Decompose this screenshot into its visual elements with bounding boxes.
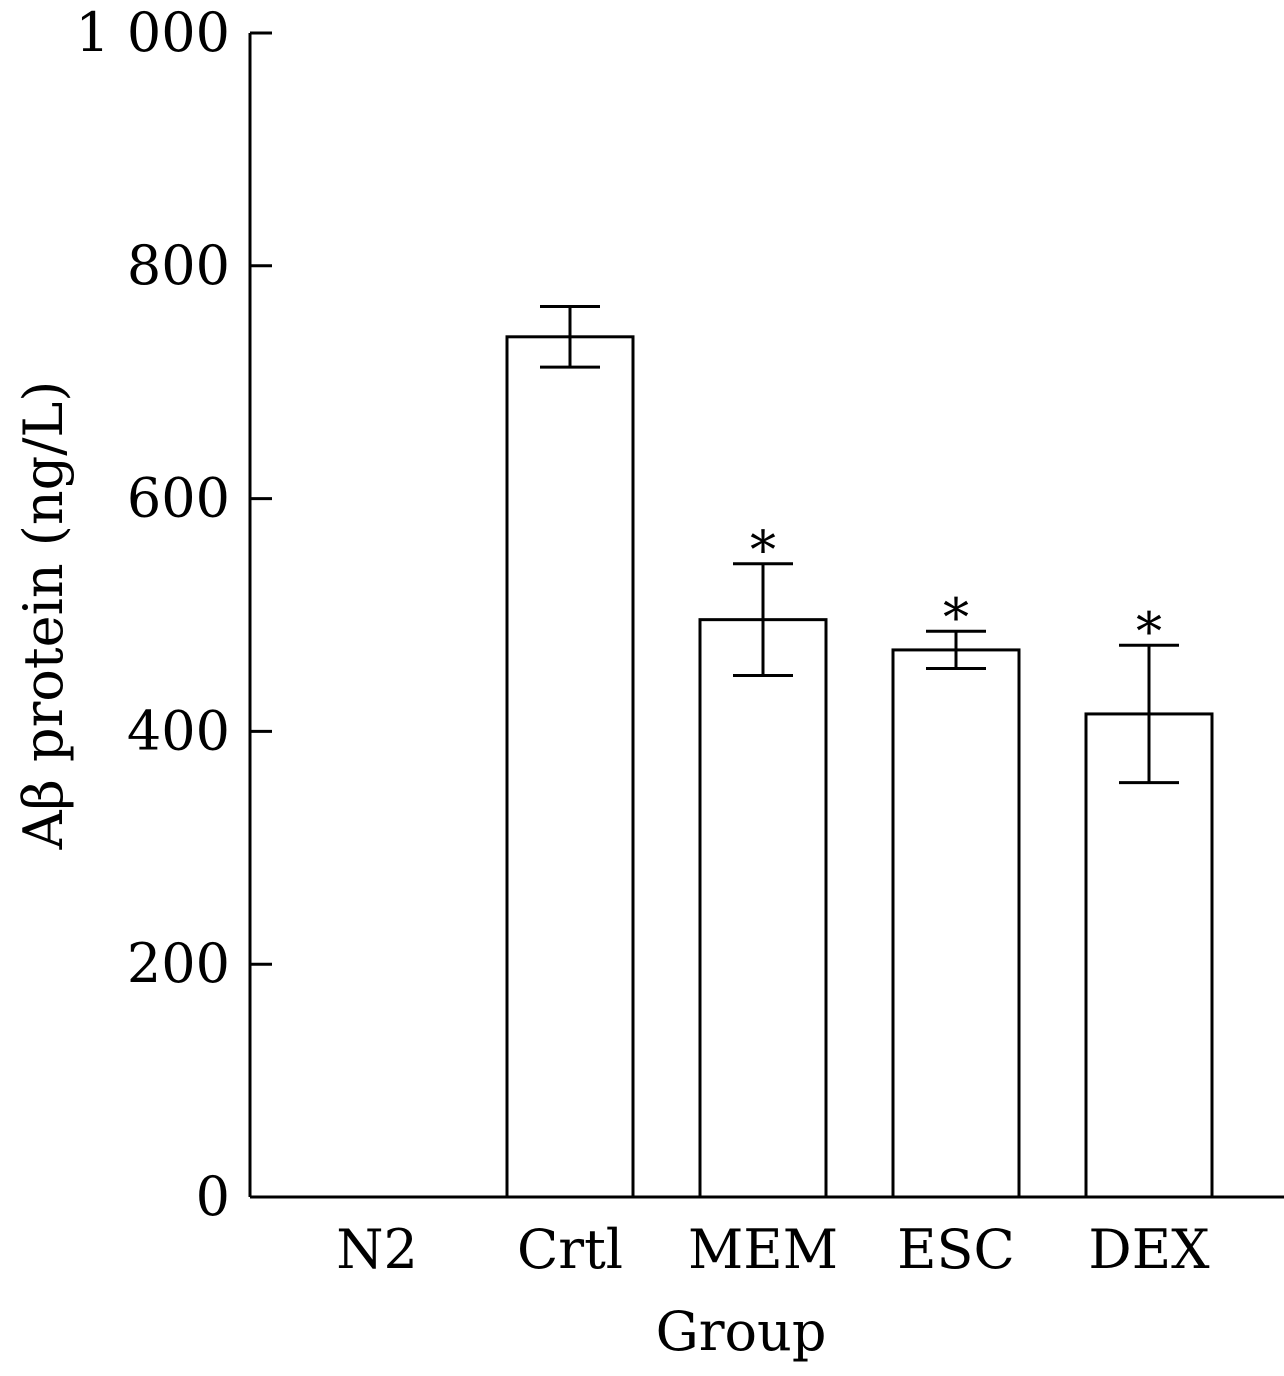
y-tick-label: 200 bbox=[127, 932, 230, 995]
significance-marker: * bbox=[943, 588, 969, 648]
y-tick-label: 1 000 bbox=[75, 1, 230, 64]
bar-Crtl bbox=[505, 335, 635, 1199]
x-tick-label: MEM bbox=[688, 1218, 838, 1281]
x-tick-label: Crtl bbox=[517, 1218, 623, 1281]
y-tick-label: 0 bbox=[196, 1165, 230, 1228]
bar-MEM bbox=[698, 618, 828, 1199]
y-tick-label: 800 bbox=[127, 234, 230, 297]
x-tick-label: ESC bbox=[897, 1218, 1015, 1281]
x-tick-label: DEX bbox=[1088, 1218, 1210, 1281]
y-axis-label: Aβ protein (ng/L) bbox=[12, 381, 75, 851]
significance-marker: * bbox=[1136, 602, 1162, 662]
bar-ESC bbox=[891, 648, 1021, 1199]
bar-DEX bbox=[1084, 712, 1214, 1199]
y-tick-label: 600 bbox=[127, 467, 230, 530]
x-axis-label: Group bbox=[656, 1300, 827, 1363]
y-tick-label: 400 bbox=[127, 699, 230, 762]
x-tick-label: N2 bbox=[336, 1218, 418, 1281]
significance-marker: * bbox=[750, 521, 776, 581]
